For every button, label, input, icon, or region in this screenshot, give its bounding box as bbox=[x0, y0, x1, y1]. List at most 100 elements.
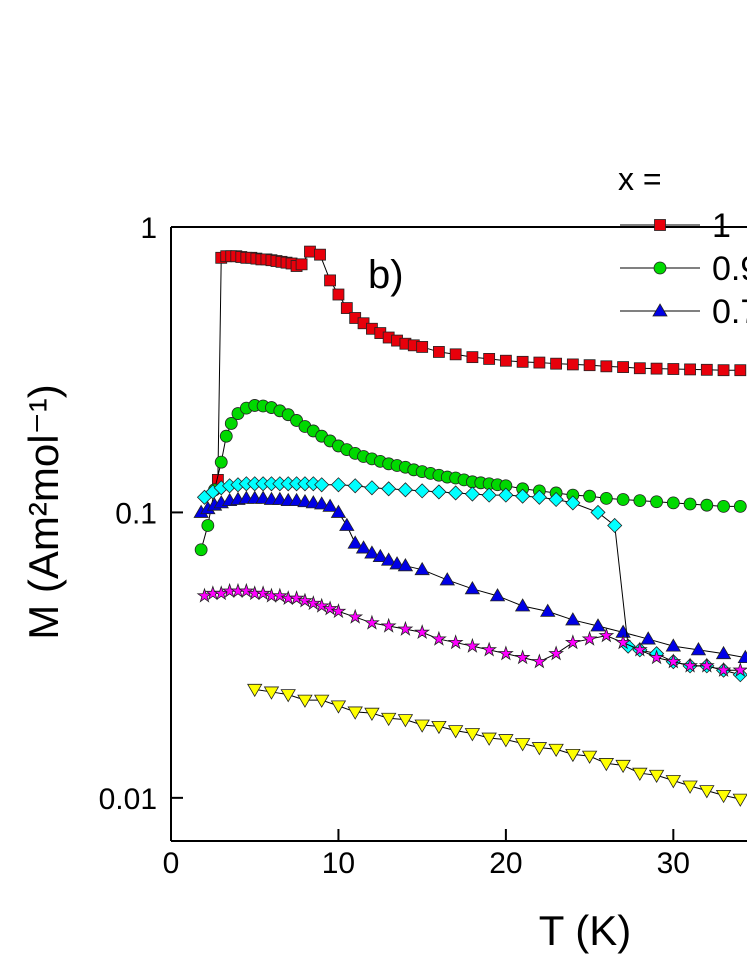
marker bbox=[631, 641, 648, 657]
marker bbox=[364, 545, 380, 559]
marker bbox=[347, 706, 363, 720]
marker bbox=[330, 477, 347, 493]
marker bbox=[219, 429, 233, 443]
marker bbox=[498, 734, 514, 748]
marker bbox=[607, 517, 623, 534]
marker bbox=[364, 614, 380, 630]
marker bbox=[565, 495, 581, 511]
marker bbox=[201, 519, 215, 532]
marker bbox=[414, 719, 430, 733]
marker bbox=[717, 364, 730, 377]
marker bbox=[737, 649, 747, 663]
x-tick-label: 30 bbox=[657, 847, 690, 880]
marker bbox=[314, 248, 326, 261]
marker bbox=[364, 480, 380, 496]
marker bbox=[732, 793, 747, 807]
marker bbox=[381, 481, 397, 497]
marker bbox=[733, 499, 747, 513]
marker bbox=[565, 748, 581, 763]
marker bbox=[355, 540, 372, 554]
marker bbox=[340, 302, 353, 314]
x-tick-label: 20 bbox=[489, 847, 522, 880]
marker bbox=[632, 767, 648, 781]
marker bbox=[616, 493, 630, 506]
marker bbox=[447, 634, 464, 650]
marker bbox=[489, 588, 506, 602]
y-tick-label: 0.1 bbox=[115, 497, 157, 530]
marker bbox=[615, 759, 631, 774]
marker bbox=[431, 720, 447, 735]
marker bbox=[590, 618, 606, 632]
marker bbox=[247, 683, 263, 698]
marker bbox=[380, 552, 397, 566]
marker bbox=[665, 653, 682, 669]
marker bbox=[297, 694, 313, 708]
marker bbox=[548, 645, 564, 661]
marker bbox=[715, 661, 732, 677]
marker bbox=[464, 581, 481, 595]
marker bbox=[389, 556, 405, 570]
marker bbox=[295, 258, 308, 271]
marker bbox=[263, 686, 280, 700]
marker bbox=[715, 789, 732, 804]
marker bbox=[667, 363, 680, 375]
marker bbox=[280, 689, 296, 703]
legend-label: 0.7 bbox=[712, 293, 747, 331]
marker bbox=[690, 642, 707, 656]
marker bbox=[515, 488, 531, 504]
marker bbox=[633, 494, 647, 508]
marker bbox=[650, 495, 663, 509]
marker bbox=[313, 597, 330, 613]
marker bbox=[652, 303, 668, 317]
marker bbox=[698, 657, 715, 673]
marker bbox=[715, 645, 732, 660]
marker bbox=[540, 603, 556, 617]
marker bbox=[565, 612, 581, 626]
marker bbox=[483, 353, 496, 365]
marker bbox=[600, 360, 613, 373]
marker bbox=[347, 608, 364, 624]
marker bbox=[314, 477, 330, 493]
marker bbox=[615, 634, 631, 650]
x-axis-label: T (K) bbox=[539, 907, 632, 954]
marker bbox=[734, 364, 747, 377]
marker bbox=[640, 631, 656, 645]
marker bbox=[531, 653, 548, 669]
marker bbox=[380, 617, 397, 633]
marker bbox=[464, 486, 480, 502]
y-tick-label: 1 bbox=[140, 212, 157, 245]
marker bbox=[397, 620, 414, 636]
marker bbox=[330, 603, 347, 619]
series bbox=[194, 399, 747, 557]
legend-title: x = bbox=[618, 161, 662, 197]
marker bbox=[288, 590, 305, 606]
series bbox=[196, 582, 747, 677]
series bbox=[196, 476, 747, 683]
marker bbox=[330, 700, 347, 714]
marker bbox=[514, 738, 531, 752]
marker bbox=[322, 600, 338, 616]
marker bbox=[550, 357, 563, 370]
marker bbox=[330, 504, 347, 518]
y-axis-label: M (Am²mol⁻¹) bbox=[20, 384, 67, 639]
marker bbox=[665, 638, 682, 652]
marker bbox=[581, 750, 598, 764]
marker bbox=[498, 645, 514, 661]
marker bbox=[598, 758, 615, 772]
marker bbox=[305, 595, 322, 611]
marker bbox=[297, 592, 313, 608]
marker bbox=[583, 489, 597, 503]
marker bbox=[566, 358, 579, 371]
marker bbox=[682, 657, 698, 673]
plot-area bbox=[193, 245, 747, 807]
marker bbox=[700, 498, 714, 512]
marker bbox=[499, 354, 512, 367]
marker bbox=[732, 661, 747, 677]
marker bbox=[516, 355, 529, 368]
marker bbox=[397, 714, 414, 728]
marker bbox=[347, 478, 363, 494]
marker bbox=[339, 517, 355, 531]
marker bbox=[717, 499, 730, 513]
marker bbox=[238, 582, 255, 598]
